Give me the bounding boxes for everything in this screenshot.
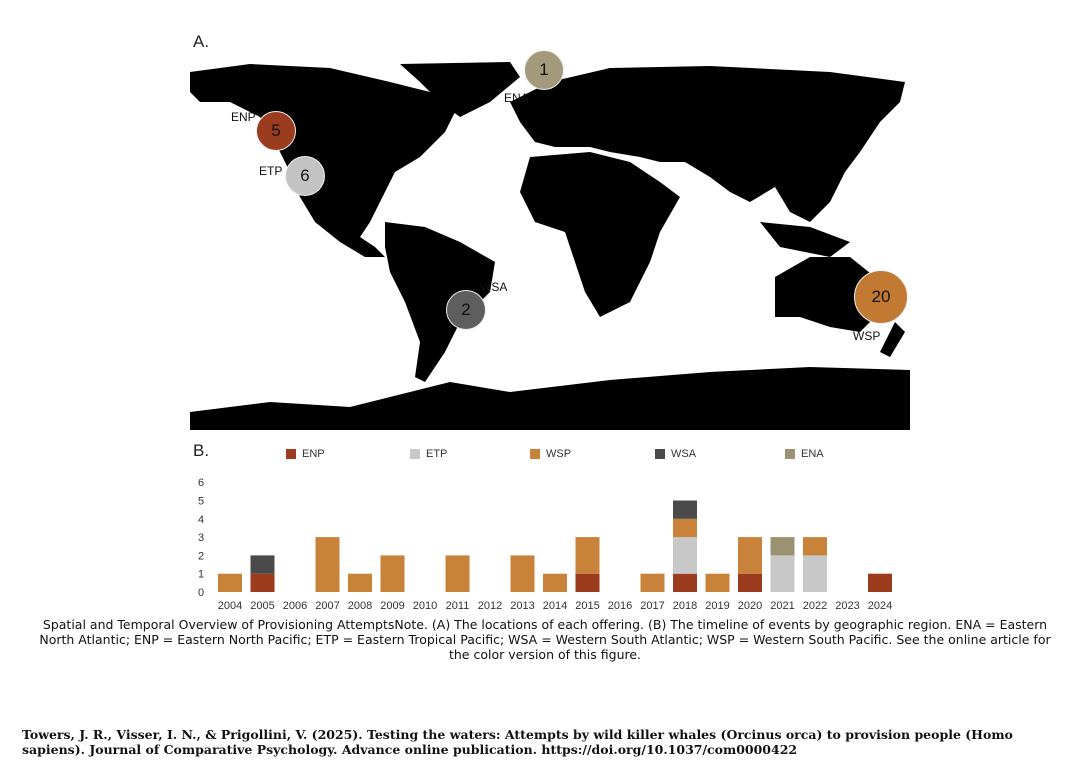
figure-caption: Spatial and Temporal Overview of Provisi… — [39, 617, 1051, 662]
x-tick-label: 2020 — [738, 600, 762, 612]
label-wsp: WSP — [853, 329, 881, 343]
x-tick-label: 2014 — [543, 600, 567, 612]
y-tick-label: 5 — [198, 496, 204, 508]
count-wsp: 20 — [871, 287, 891, 306]
bar-wsp-2007 — [315, 537, 340, 592]
x-tick-label: 2009 — [380, 600, 404, 612]
label-ena: ENA — [504, 91, 529, 105]
legend-swatch — [785, 449, 795, 459]
bar-wsp-2018 — [673, 518, 697, 538]
bar-enp-2018 — [673, 573, 697, 592]
x-tick-label: 2005 — [250, 600, 274, 612]
legend-item-etp: ETP — [410, 448, 447, 460]
bubble-ena: 1 — [524, 50, 564, 90]
x-tick-label: 2006 — [283, 600, 307, 612]
bar-wsp-2008 — [348, 573, 372, 592]
count-etp: 6 — [300, 166, 310, 185]
bar-wsp-2017 — [640, 573, 665, 592]
bar-enp-2005 — [250, 573, 275, 592]
x-tick-label: 2022 — [803, 600, 827, 612]
citation: Towers, J. R., Visser, I. N., & Prigolli… — [22, 727, 1013, 757]
bar-etp-2018 — [673, 537, 697, 574]
south-america — [385, 222, 495, 382]
australia — [775, 257, 880, 332]
label-wsa: WSA — [480, 280, 508, 294]
count-wsa: 2 — [461, 300, 471, 319]
world-map — [190, 62, 910, 430]
bar-wsp-2011 — [445, 555, 470, 592]
x-tick-label: 2007 — [315, 600, 339, 612]
legend-label: ENA — [801, 448, 824, 460]
north-america — [190, 64, 460, 257]
bar-wsp-2022 — [803, 537, 827, 556]
bar-etp-2021 — [770, 555, 795, 592]
legend-item-ena: ENA — [785, 448, 824, 460]
x-tick-label: 2011 — [446, 600, 470, 612]
y-tick-label: 0 — [198, 587, 204, 599]
bar-wsa-2005 — [250, 555, 275, 574]
bar-ena-2021 — [770, 537, 795, 556]
bar-etp-2022 — [803, 555, 827, 592]
count-ena: 1 — [539, 60, 549, 79]
x-tick-label: 2024 — [868, 600, 892, 612]
legend-label: ETP — [426, 448, 448, 460]
antarctica — [190, 367, 910, 430]
x-tick-label: 2017 — [640, 600, 664, 612]
legend-label: WSA — [671, 448, 697, 460]
x-tick-label: 2010 — [413, 600, 437, 612]
bubble-wsa: 2 — [446, 290, 486, 330]
x-tick-label: 2013 — [510, 600, 534, 612]
bar-wsp-2020 — [738, 537, 762, 574]
y-tick-label: 4 — [198, 514, 204, 526]
bar-enp-2020 — [738, 573, 762, 592]
bar-wsp-2009 — [380, 555, 405, 592]
label-etp: ETP — [259, 164, 283, 178]
legend-swatch — [655, 449, 665, 459]
indonesia — [760, 222, 850, 257]
legend-label: ENP — [302, 448, 325, 460]
eurasia — [510, 66, 905, 222]
y-tick-label: 6 — [198, 477, 204, 489]
y-tick-label: 2 — [198, 550, 204, 562]
bar-wsp-2013 — [510, 555, 535, 592]
bar-wsp-2015 — [575, 537, 600, 574]
bar-wsp-2014 — [543, 573, 567, 592]
y-tick-label: 1 — [198, 569, 204, 581]
legend-swatch — [530, 449, 540, 459]
count-enp: 5 — [271, 121, 281, 140]
legend-item-enp: ENP — [286, 448, 325, 460]
label-enp: ENP — [231, 110, 256, 124]
panel-a-label: A. — [193, 32, 210, 51]
bubble-enp: 5 — [256, 111, 296, 151]
timeline-bar-chart: 0 1 2 3 4 5 6 2004 2005 2006 2007 2008 2009 2010 2011 2… — [198, 477, 892, 612]
bar-wsp-2019 — [705, 573, 730, 592]
legend-item-wsp: WSP — [530, 448, 571, 460]
x-tick-label: 2019 — [705, 600, 729, 612]
new-zealand — [880, 322, 905, 357]
x-tick-label: 2023 — [835, 600, 859, 612]
bubble-etp: 6 — [285, 156, 325, 196]
x-tick-label: 2015 — [575, 600, 599, 612]
legend-label: WSP — [546, 448, 572, 460]
y-tick-label: 3 — [198, 532, 204, 544]
greenland — [400, 62, 520, 117]
x-tick-label: 2018 — [673, 600, 697, 612]
x-tick-label: 2004 — [218, 600, 242, 612]
africa — [520, 152, 680, 317]
bar-wsa-2018 — [673, 500, 697, 519]
bar-wsp-2004 — [218, 573, 242, 592]
panel-b-label: B. — [193, 441, 210, 460]
legend-swatch — [410, 449, 420, 459]
x-tick-label: 2012 — [478, 600, 502, 612]
bar-enp-2015 — [575, 573, 600, 592]
bubble-wsp: 20 — [854, 270, 908, 324]
x-tick-label: 2016 — [608, 600, 632, 612]
bar-enp-2024 — [868, 573, 892, 592]
x-tick-label: 2008 — [348, 600, 372, 612]
x-tick-label: 2021 — [770, 600, 794, 612]
legend-item-wsa: WSA — [655, 448, 696, 460]
legend-swatch — [286, 449, 296, 459]
